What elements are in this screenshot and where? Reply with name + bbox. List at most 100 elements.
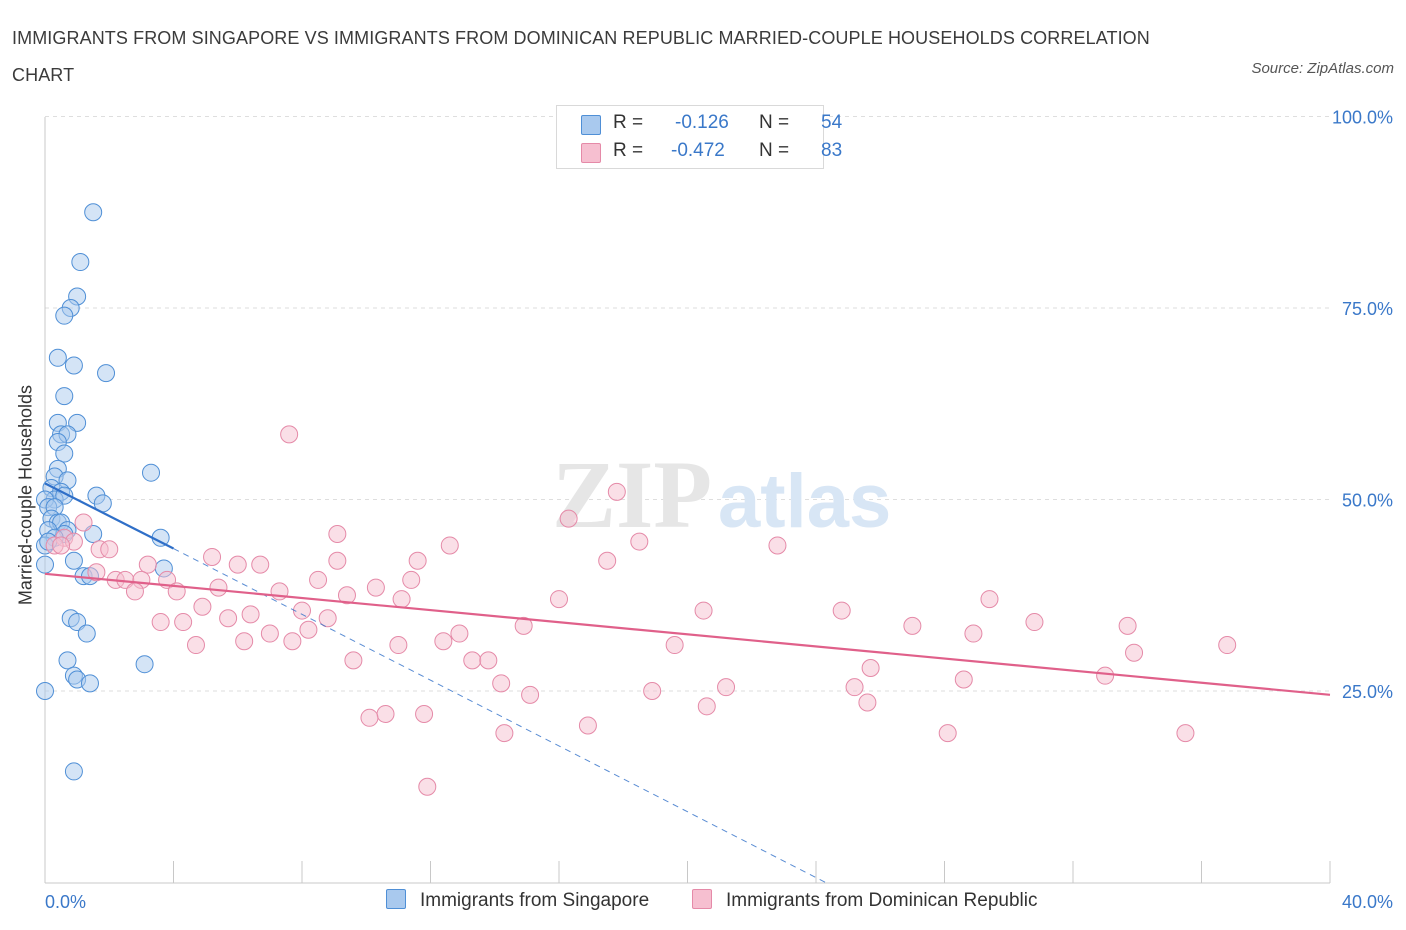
singapore-point — [55, 306, 74, 325]
dominican-point — [1025, 613, 1044, 632]
dominican-point — [717, 678, 736, 697]
bottom-legend-singapore[interactable]: Immigrants from Singapore — [386, 889, 649, 912]
y-tick-label: 100.0% — [1332, 108, 1393, 128]
dominican-point — [402, 570, 421, 589]
dominican-point — [858, 693, 877, 712]
dominican-point — [193, 597, 212, 616]
dominican-point — [938, 724, 957, 743]
legend-n-label: N = — [759, 112, 790, 133]
dominican-point — [598, 551, 617, 570]
dominican-point — [550, 590, 568, 609]
dominican-point — [861, 659, 880, 678]
dominican-point — [697, 697, 716, 716]
dominican-point — [74, 513, 93, 532]
x-tick-label: 40.0% — [1342, 892, 1393, 912]
dominican-point — [203, 547, 222, 566]
dominican-point — [903, 616, 922, 635]
singapore-point — [58, 651, 77, 670]
dominican-point — [1218, 636, 1237, 655]
singapore-point — [77, 624, 96, 643]
watermark-layer: ZIP atlas — [552, 441, 891, 548]
legend-n-value-dominican: 83 — [821, 140, 843, 161]
dominican-point — [328, 524, 347, 543]
singapore-point — [64, 762, 83, 781]
y-tick-label: 50.0% — [1342, 491, 1393, 511]
dominican-point — [100, 540, 119, 559]
dominican-point — [366, 578, 385, 597]
dominican-point — [280, 425, 299, 444]
dominican-point — [125, 582, 144, 601]
dominican-point — [450, 624, 469, 643]
singapore-point — [135, 655, 154, 674]
legend-label-dominican: Immigrants from Dominican Republic — [726, 890, 1038, 911]
dominican-point — [479, 651, 498, 670]
dominican-point — [241, 605, 260, 624]
dominican-point — [630, 532, 649, 551]
singapore-point — [84, 524, 103, 543]
source-label: Source: ZipAtlas.com — [1251, 60, 1394, 77]
dominican-point — [440, 536, 459, 555]
dominican-point — [964, 624, 983, 643]
dominican-point — [832, 601, 851, 620]
legend-r-value-singapore: -0.126 — [675, 112, 729, 133]
dominican-point — [643, 682, 662, 700]
dominican-point — [299, 620, 318, 639]
dominican-point — [52, 536, 71, 555]
singapore-point — [36, 682, 54, 700]
dominican-point — [415, 704, 434, 723]
singapore-point — [48, 348, 67, 367]
singapore-point — [36, 555, 54, 574]
dominican-point — [845, 678, 864, 697]
dominican-point — [251, 555, 270, 574]
singapore-point — [55, 444, 74, 463]
dominican-point — [138, 555, 157, 574]
dominican-point — [228, 555, 247, 574]
dominican-point — [434, 632, 453, 651]
dominican-point — [492, 674, 511, 693]
dominican-point — [360, 708, 379, 727]
dominican-point — [1096, 666, 1115, 685]
dominican-point — [768, 536, 787, 555]
dominican-point — [328, 551, 347, 570]
dominican-point — [376, 704, 395, 723]
singapore-point — [142, 463, 161, 482]
dominican-point — [521, 685, 540, 704]
legend-r-label: R = — [613, 112, 644, 133]
dominican-trendline — [44, 572, 1331, 696]
dominican-point — [219, 609, 238, 628]
singapore-point — [64, 551, 83, 570]
dominican-point — [1125, 643, 1144, 662]
dominican-point — [174, 613, 193, 632]
legend-label-singapore: Immigrants from Singapore — [420, 890, 650, 911]
dominican-point — [607, 482, 626, 501]
singapore-point — [64, 356, 83, 375]
dominican-point — [344, 651, 363, 670]
correlation-legend: R = -0.126 N = 54 R = -0.472 N = 83 — [556, 105, 842, 169]
bottom-legend-dominican[interactable]: Immigrants from Dominican Republic — [692, 889, 1038, 912]
dominican-point — [309, 570, 328, 589]
legend-swatch-dominican — [581, 143, 601, 163]
dominican-point — [418, 777, 437, 796]
dominican-point — [389, 636, 408, 655]
singapore-point — [84, 203, 103, 222]
dominican-point — [980, 590, 999, 609]
legend-swatch-singapore — [386, 889, 406, 909]
singapore-point — [71, 253, 90, 272]
singapore-point — [68, 613, 87, 632]
dominican-point — [495, 724, 514, 743]
dominican-point — [463, 651, 482, 670]
singapore-point — [97, 364, 116, 383]
watermark-atlas: atlas — [718, 459, 891, 544]
singapore-point — [80, 674, 99, 693]
dominican-point — [1118, 616, 1137, 635]
legend-n-label: N = — [759, 140, 790, 161]
y-tick-label: 75.0% — [1342, 299, 1393, 319]
dominican-point — [260, 624, 279, 643]
singapore-point — [68, 413, 87, 432]
dominican-point — [578, 716, 597, 735]
y-tick-label: 25.0% — [1342, 682, 1393, 702]
x-tick-label: 0.0% — [45, 892, 86, 912]
dominican-point — [514, 616, 533, 635]
dominican-point — [1176, 724, 1195, 743]
